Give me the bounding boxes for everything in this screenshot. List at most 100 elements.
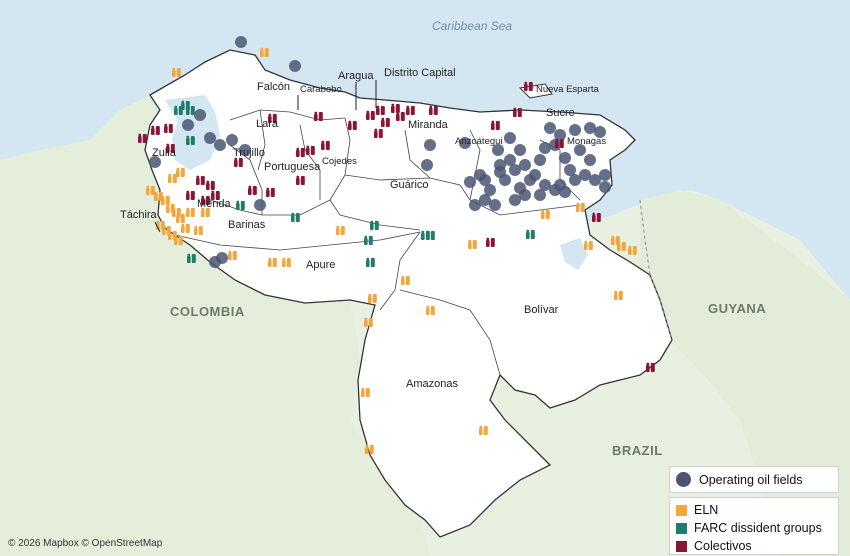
- sea-label: Caribbean Sea: [432, 19, 512, 33]
- oil-field-marker: [204, 132, 216, 144]
- colectivos-swatch: [676, 540, 687, 552]
- oil-field-marker: [534, 154, 546, 166]
- legend-item-eln: ELN: [676, 501, 832, 519]
- oil-field-marker: [509, 194, 521, 206]
- oil-field-marker: [514, 144, 526, 156]
- oil-field-marker: [549, 184, 561, 196]
- oil-field-marker: [584, 122, 596, 134]
- oil-field-marker: [226, 134, 238, 146]
- state-label-distrito-capital: Distrito Capital: [384, 67, 456, 79]
- oil-field-marker: [194, 109, 206, 121]
- oil-field-marker: [524, 174, 536, 186]
- state-label-portuguesa: Portuguesa: [264, 161, 321, 173]
- legend-farc-label: FARC dissident groups: [694, 521, 822, 535]
- state-label-falcon: Falcón: [257, 81, 290, 93]
- oil-field-marker: [544, 122, 556, 134]
- oil-field-marker: [599, 181, 611, 193]
- guri-reservoir: [560, 238, 588, 270]
- oil-field-marker: [574, 144, 586, 156]
- oil-field-marker: [569, 174, 581, 186]
- oil-field-marker: [216, 252, 228, 264]
- oil-field-swatch: [676, 472, 691, 487]
- oil-field-marker: [564, 164, 576, 176]
- oil-field-marker: [484, 184, 496, 196]
- legend-eln-label: ELN: [694, 503, 719, 517]
- oil-field-marker: [584, 154, 596, 166]
- oil-field-marker: [504, 154, 516, 166]
- country-label-colombia: COLOMBIA: [170, 304, 245, 319]
- oil-field-marker: [464, 176, 476, 188]
- legend-item-oil: Operating oil fields: [676, 471, 803, 489]
- oil-fields-layer: [149, 36, 611, 268]
- land-guyana: [640, 190, 850, 556]
- state-label-guarico: Guárico: [390, 179, 429, 191]
- state-label-bolivar: Bolívar: [524, 304, 559, 316]
- oil-field-marker: [235, 36, 247, 48]
- state-label-cojedes: Cojedes: [322, 156, 357, 167]
- oil-field-marker: [239, 144, 251, 156]
- oil-field-marker: [289, 60, 301, 72]
- map-credit: © 2026 Mapbox © OpenStreetMap: [8, 538, 163, 549]
- legend-item-farc: FARC dissident groups: [676, 519, 832, 537]
- legend: Operating oil fields ELN FARC dissident …: [669, 466, 839, 555]
- farc-swatch: [676, 522, 687, 534]
- state-label-amazonas: Amazonas: [406, 378, 458, 390]
- state-label-tachira: Táchira: [120, 209, 158, 221]
- eln-swatch: [676, 504, 687, 516]
- oil-field-marker: [214, 139, 226, 151]
- state-label-zulia: Zulia: [152, 147, 177, 159]
- oil-field-marker: [489, 199, 501, 211]
- legend-colectivos-label: Colectivos: [694, 539, 752, 553]
- state-label-sucre: Sucre: [546, 107, 575, 119]
- oil-field-marker: [559, 152, 571, 164]
- land-colombia: [0, 95, 430, 556]
- oil-field-marker: [579, 169, 591, 181]
- label-leader-lines: [154, 80, 377, 233]
- state-label-lara: Lara: [256, 118, 279, 130]
- state-label-nueva-esparta: Nueva Esparta: [536, 84, 600, 95]
- oil-field-marker: [479, 194, 491, 206]
- state-label-barinas: Barinas: [228, 219, 266, 231]
- oil-field-marker: [469, 199, 481, 211]
- state-label-miranda: Miranda: [408, 119, 449, 131]
- oil-field-marker: [492, 144, 504, 156]
- state-label-merida: Mérida: [197, 198, 232, 210]
- oil-field-marker: [539, 179, 551, 191]
- state-label-apure: Apure: [306, 259, 335, 271]
- country-label-brazil: BRAZIL: [612, 443, 663, 458]
- margarita-island: [518, 83, 553, 99]
- border-guyana: [639, 199, 673, 341]
- oil-field-marker: [534, 189, 546, 201]
- legend-item-colectivos: Colectivos: [676, 537, 832, 555]
- oil-field-marker: [594, 126, 606, 138]
- oil-field-marker: [424, 139, 436, 151]
- state-label-carabobo: Carabobo: [300, 84, 342, 95]
- lake-maracaibo: [165, 95, 220, 170]
- oil-field-marker: [539, 142, 551, 154]
- state-labels: Falcón Aragua Distrito Capital Carabobo …: [120, 67, 606, 390]
- legend-oil-label: Operating oil fields: [699, 472, 803, 487]
- state-label-trujillo: Trujillo: [233, 147, 265, 159]
- state-label-anzoategui: Anzoátegui: [455, 136, 503, 147]
- oil-field-marker: [589, 174, 601, 186]
- oil-field-marker: [479, 174, 491, 186]
- oil-field-marker: [494, 166, 506, 178]
- venezuela-land: [144, 49, 673, 538]
- legend-groups-box: ELN FARC dissident groups Colectivos: [669, 497, 839, 555]
- oil-field-marker: [519, 159, 531, 171]
- oil-field-marker: [514, 182, 526, 194]
- state-label-monagas: Monagas: [567, 136, 606, 147]
- oil-field-marker: [559, 186, 571, 198]
- oil-field-marker: [554, 129, 566, 141]
- oil-field-marker: [459, 137, 471, 149]
- oil-field-marker: [504, 132, 516, 144]
- legend-oil-box: Operating oil fields: [669, 466, 839, 493]
- oil-field-marker: [182, 119, 194, 131]
- oil-field-marker: [599, 169, 611, 181]
- oil-field-marker: [509, 164, 521, 176]
- state-label-aragua: Aragua: [338, 70, 374, 82]
- oil-field-marker: [254, 199, 266, 211]
- oil-field-marker: [149, 156, 161, 168]
